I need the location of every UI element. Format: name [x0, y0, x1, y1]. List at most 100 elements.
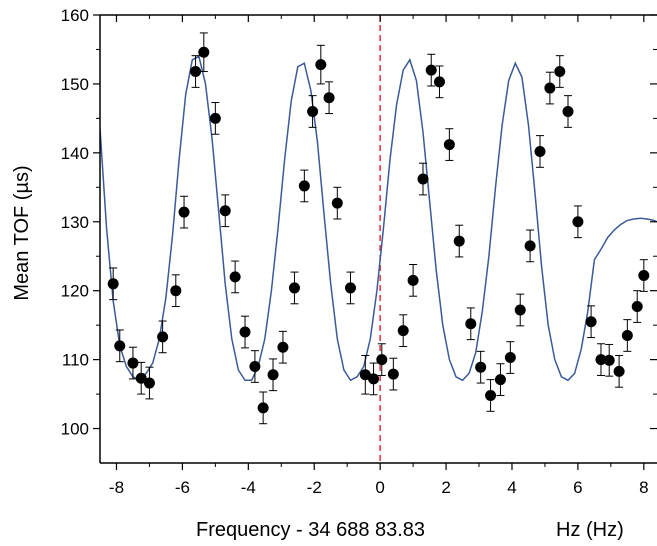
data-point-group	[534, 135, 546, 168]
y-tick-label: 150	[61, 75, 89, 94]
data-point	[485, 389, 497, 401]
fit-curve	[100, 55, 657, 382]
data-point-group	[135, 361, 147, 395]
data-point	[368, 373, 380, 385]
y-tick-label: 130	[61, 213, 89, 232]
data-point-group	[638, 259, 650, 292]
data-point	[127, 357, 139, 369]
data-point-group	[475, 350, 487, 384]
y-tick-label: 100	[61, 420, 89, 439]
data-point-group	[425, 53, 437, 87]
data-point	[397, 325, 409, 337]
data-point-group	[170, 274, 182, 308]
x-tick-label: 0	[375, 478, 384, 497]
data-point	[562, 105, 574, 117]
data-point	[249, 361, 261, 373]
data-point-group	[443, 128, 455, 161]
data-point	[433, 76, 445, 88]
data-point-group	[504, 341, 516, 374]
data-point	[554, 66, 566, 78]
data-point	[209, 112, 221, 124]
data-point-group	[417, 162, 429, 196]
data-point-group	[107, 267, 119, 301]
data-point	[170, 285, 182, 297]
data-point-group	[631, 290, 643, 323]
data-point	[387, 368, 399, 380]
data-point-group	[323, 81, 335, 115]
data-point-group	[433, 65, 445, 99]
x-tick-label: -8	[109, 478, 124, 497]
data-point	[443, 139, 455, 151]
data-points-group	[107, 32, 650, 425]
axes-group	[99, 14, 657, 464]
data-point	[298, 180, 310, 192]
data-point	[277, 341, 289, 353]
data-point-group	[603, 343, 615, 377]
data-point	[257, 402, 269, 414]
data-point	[544, 82, 556, 94]
y-axis-label: Mean TOF (µs)	[11, 165, 33, 300]
data-point	[331, 197, 343, 209]
data-point	[465, 318, 477, 330]
data-point-group	[359, 354, 371, 395]
data-point-group	[485, 379, 497, 412]
data-point	[595, 354, 607, 366]
data-point	[417, 173, 429, 185]
data-point-group	[621, 319, 633, 352]
x-tick-label: -4	[241, 478, 256, 497]
data-point-group	[288, 271, 300, 305]
data-point	[572, 216, 584, 228]
data-point-group	[595, 343, 607, 376]
fit-curve-group	[100, 55, 657, 382]
data-point-group	[249, 350, 261, 383]
data-point	[288, 282, 300, 294]
data-point	[524, 240, 536, 252]
data-point-group	[239, 315, 251, 349]
data-point	[114, 340, 126, 352]
data-point	[190, 66, 202, 78]
data-point-group	[514, 293, 526, 327]
data-point-group	[157, 320, 169, 354]
data-point-group	[219, 194, 231, 228]
data-point-group	[114, 329, 126, 363]
x-tick-label: -6	[175, 478, 190, 497]
data-point	[229, 271, 241, 283]
data-point-group	[198, 32, 210, 73]
data-point-group	[127, 346, 139, 380]
data-point-group	[387, 357, 399, 391]
data-point	[219, 205, 231, 217]
data-point-group	[277, 330, 289, 364]
x-tick-label: 6	[573, 478, 582, 497]
data-point	[359, 369, 371, 381]
ticks-group: -8 -6 -4 -2 0 2 4 6 8 100 110 120 130 140 150 160	[61, 6, 657, 497]
data-point-group	[494, 363, 506, 396]
y-tick-label: 110	[62, 351, 89, 370]
data-point-group	[178, 195, 190, 229]
data-point-group	[465, 307, 477, 341]
y-tick-label: 140	[61, 144, 89, 163]
data-point-group	[407, 264, 419, 297]
data-point	[143, 377, 155, 389]
data-point-group	[344, 271, 356, 305]
data-point-group	[315, 44, 327, 85]
y-tick-label: 120	[61, 282, 89, 301]
x-tick-label: 2	[441, 478, 450, 497]
data-point	[514, 304, 526, 316]
data-point-group	[257, 391, 269, 425]
data-point-group	[554, 55, 566, 88]
data-point	[638, 270, 650, 282]
data-point-group	[143, 366, 155, 400]
data-point	[239, 326, 251, 338]
data-point-group	[368, 362, 380, 396]
data-point	[534, 145, 546, 157]
data-point	[494, 374, 506, 386]
x-tick-label: 4	[507, 478, 516, 497]
data-point	[178, 206, 190, 218]
data-point	[267, 369, 279, 381]
data-point-group	[453, 224, 465, 258]
data-point	[407, 274, 419, 286]
data-point-group	[376, 343, 388, 376]
data-point-group	[397, 314, 409, 348]
data-point	[504, 352, 516, 364]
x-axis-unit-label: Hz (Hz)	[556, 519, 624, 541]
